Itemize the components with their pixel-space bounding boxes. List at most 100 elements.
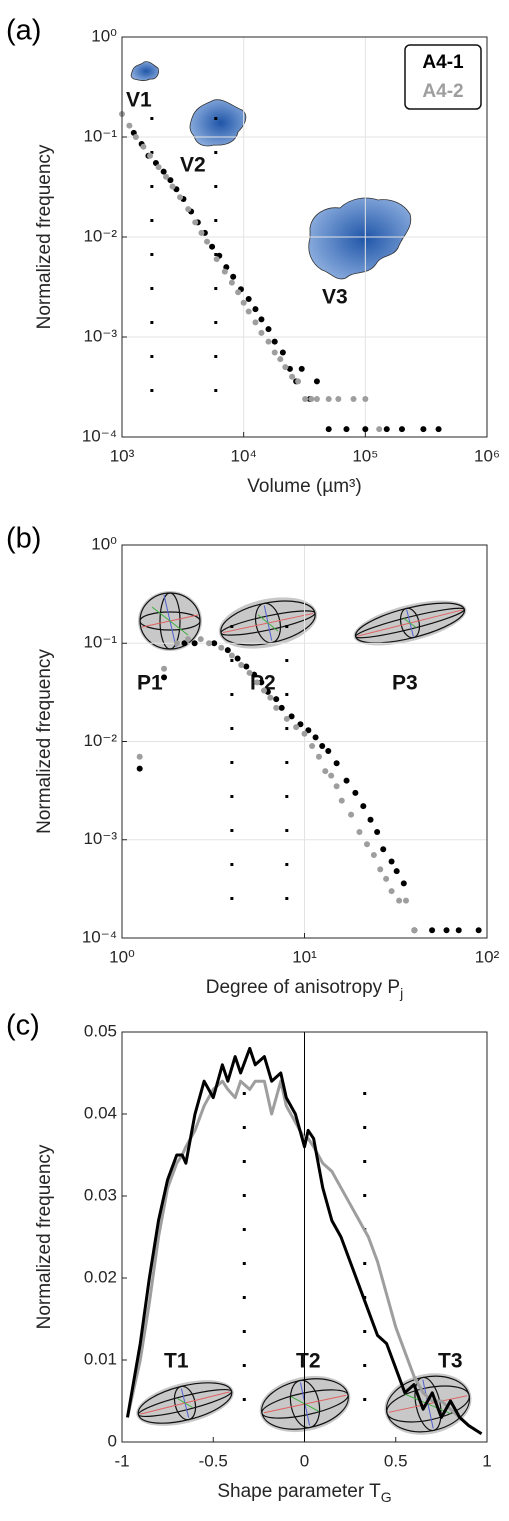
- point: [328, 772, 335, 779]
- point: [221, 268, 228, 275]
- point: [198, 229, 205, 236]
- y-tick-label: 10⁻³: [83, 326, 117, 345]
- plot-frame: [121, 1031, 488, 1443]
- volume-icon: [189, 99, 247, 147]
- plot-frame: [121, 544, 488, 939]
- point: [343, 426, 350, 433]
- x-axis-label-subscript: G: [381, 1489, 392, 1505]
- point: [246, 669, 253, 676]
- x-tick-label: 10⁰: [109, 947, 135, 966]
- point: [335, 395, 342, 402]
- line: [125, 1046, 483, 1436]
- point: [271, 338, 278, 345]
- point: [360, 803, 367, 810]
- point: [362, 426, 369, 433]
- annotation: V1: [126, 89, 152, 112]
- ellipsoid-icon: [136, 1380, 234, 1426]
- point: [298, 365, 305, 372]
- point: [429, 927, 436, 934]
- point: [400, 880, 407, 887]
- point: [367, 816, 374, 823]
- point: [475, 927, 482, 934]
- point: [443, 927, 450, 934]
- point: [322, 768, 329, 775]
- point: [245, 295, 252, 302]
- line: [126, 1079, 483, 1436]
- y-tick-label: 10⁻⁴: [82, 426, 117, 445]
- panel-label: (a): [6, 15, 41, 47]
- point: [288, 713, 295, 720]
- point: [209, 243, 216, 250]
- point: [388, 858, 395, 865]
- point: [192, 219, 199, 226]
- annotation: T2: [296, 1350, 321, 1373]
- point: [228, 279, 235, 286]
- y-axis-label: Normalized frequency: [34, 1144, 55, 1329]
- panel-label: (b): [6, 523, 41, 555]
- y-axis-label: Normalized frequency: [34, 144, 55, 329]
- point: [293, 724, 300, 731]
- panel-label: (c): [6, 1010, 40, 1042]
- point: [312, 734, 319, 741]
- y-tick-label: 0.04: [84, 1103, 117, 1122]
- point: [305, 727, 312, 734]
- point: [393, 868, 400, 875]
- point: [286, 365, 293, 372]
- point: [333, 783, 340, 790]
- ellipsoid-icon: [218, 597, 318, 649]
- point: [295, 378, 302, 385]
- legend-entry: A4-2: [422, 81, 463, 102]
- point: [325, 748, 332, 755]
- point: [313, 378, 320, 385]
- y-tick-label: 10⁻⁴: [82, 927, 117, 946]
- ellipsoid-icon: [138, 591, 202, 651]
- point: [197, 636, 204, 643]
- point: [155, 164, 162, 171]
- point: [204, 238, 211, 245]
- point: [273, 704, 280, 711]
- point: [271, 349, 278, 356]
- x-axis-label-text: Shape parameter T: [217, 1481, 381, 1502]
- point: [140, 143, 147, 150]
- point: [243, 663, 250, 670]
- point: [136, 765, 143, 772]
- point: [258, 679, 265, 686]
- point: [218, 644, 225, 651]
- point: [132, 134, 139, 140]
- point: [343, 777, 350, 784]
- point: [265, 326, 272, 333]
- point: [403, 897, 410, 904]
- point: [185, 636, 192, 643]
- point: [325, 395, 332, 402]
- point: [435, 426, 442, 433]
- point: [136, 753, 143, 760]
- point: [254, 679, 261, 686]
- point: [169, 183, 176, 190]
- point: [191, 640, 198, 647]
- y-tick-label: 10⁻¹: [83, 126, 117, 145]
- point: [411, 927, 418, 934]
- point: [279, 349, 286, 356]
- point: [258, 329, 265, 336]
- x-tick-label: 10³: [110, 446, 135, 465]
- x-axis-label-text: Degree of anisotropy P: [206, 977, 400, 998]
- x-tick-label: 10⁴: [231, 446, 257, 465]
- point: [396, 897, 403, 904]
- volume-icon: [130, 61, 159, 81]
- point: [206, 640, 213, 647]
- point: [240, 299, 247, 306]
- x-tick-label: 10²: [475, 947, 500, 966]
- point: [376, 426, 383, 433]
- point: [333, 760, 340, 767]
- point: [161, 665, 168, 672]
- point: [338, 797, 345, 804]
- ellipsoid-icon: [384, 1373, 472, 1435]
- x-tick-label: 10⁵: [352, 446, 378, 465]
- point: [161, 674, 168, 681]
- point: [224, 647, 231, 654]
- x-tick-label: 10¹: [292, 947, 317, 966]
- point: [234, 655, 241, 662]
- point: [352, 789, 359, 796]
